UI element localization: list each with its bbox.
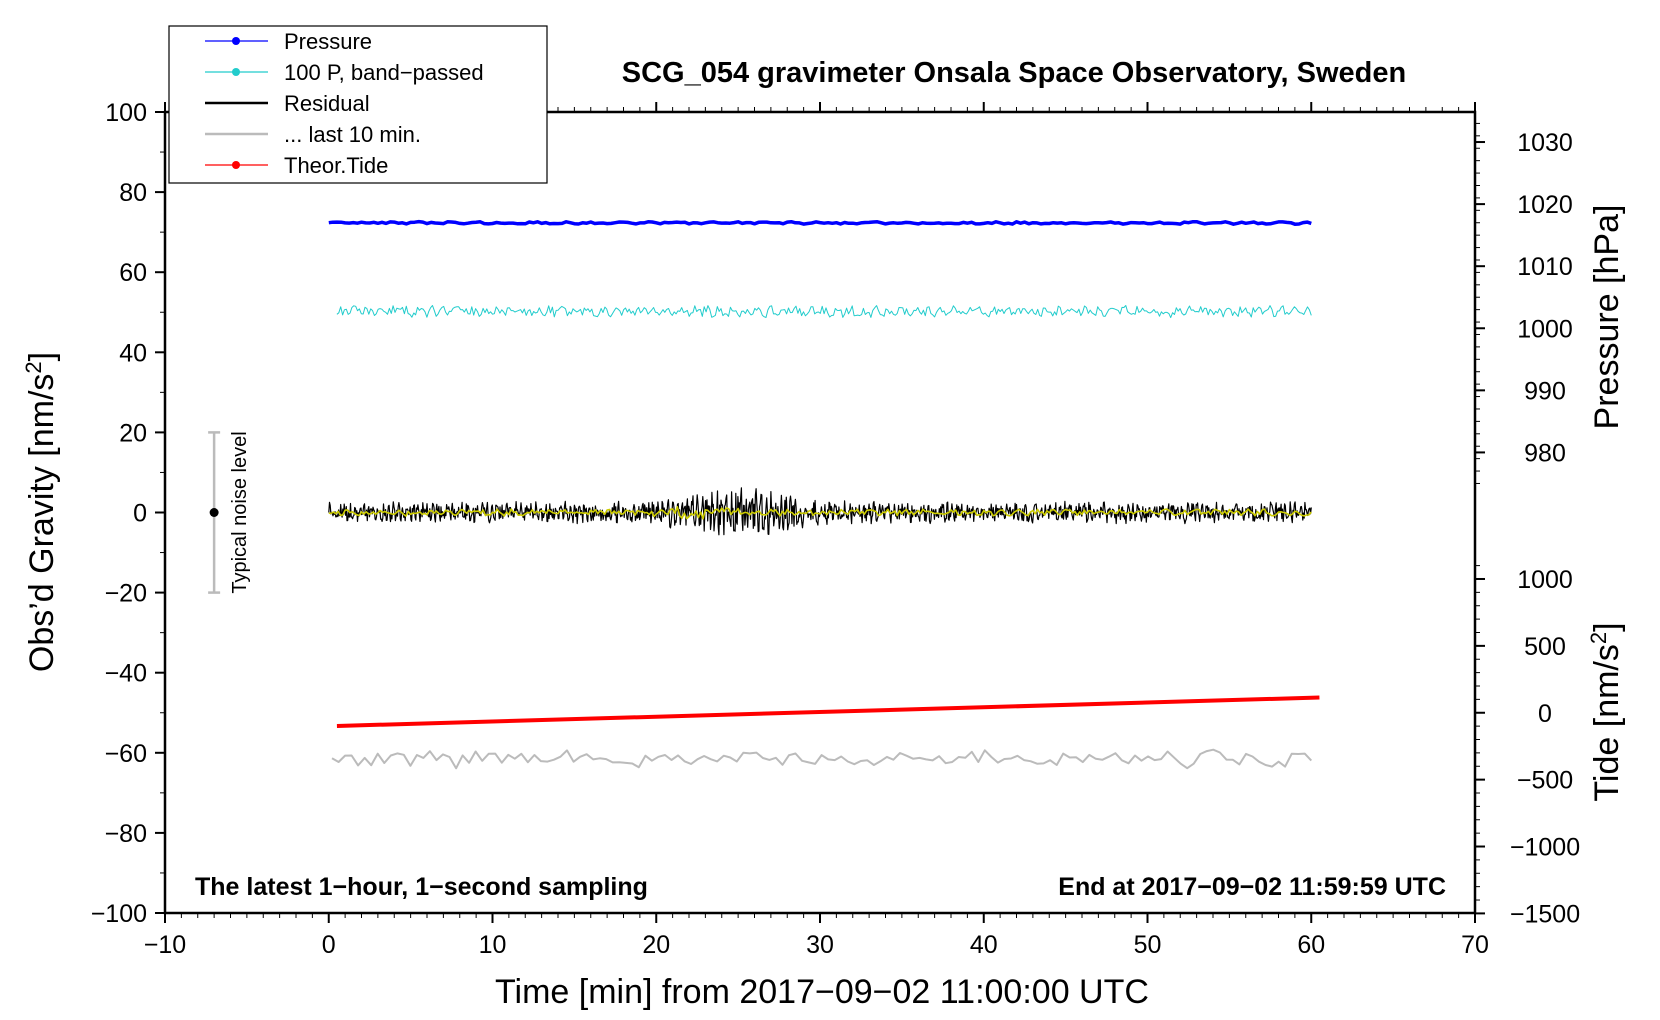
last-10min-series — [331, 748, 1313, 770]
tide-axis-title-close: ] — [1588, 622, 1626, 631]
legend-swatch-marker — [232, 37, 240, 45]
pressure-series — [328, 219, 1312, 226]
x-tick-label: 60 — [1297, 931, 1325, 959]
x-axis-title: Time [min] from 2017−09−02 11:00:00 UTC — [495, 973, 1149, 1011]
end-time-note: End at 2017−09−02 11:59:59 UTC — [1058, 873, 1446, 901]
tide-tick-label: 0 — [1538, 700, 1552, 728]
tide-axis-title: Tide [nm/s2] — [1586, 622, 1626, 801]
legend-box — [168, 25, 548, 184]
x-tick-label: 70 — [1461, 931, 1489, 959]
pressure-tick-label: 990 — [1524, 377, 1566, 405]
pressure-tick-label: 1020 — [1517, 191, 1573, 219]
tide-tick-label: 1000 — [1517, 566, 1573, 594]
y-axis-title-main: Obs’d Gravity [nm/s — [23, 374, 61, 673]
x-tick-label: 30 — [806, 931, 834, 959]
y-tick-label: −20 — [105, 580, 147, 608]
tick-marks: −10 0 10 20 30 40 50 60 70−100−80−60−40−20020406… — [91, 99, 1580, 959]
chart-title: SCG_054 gravimeter Onsala Space Observat… — [622, 57, 1406, 89]
y-tick-label: −60 — [105, 740, 147, 768]
noise-bar-dot — [209, 508, 219, 517]
theor-tide-series — [336, 695, 1320, 728]
bandpass-series — [336, 305, 1312, 319]
legend-label: Residual — [284, 91, 370, 116]
tide-tick-label: −500 — [1517, 767, 1573, 795]
pressure-tick-label: 980 — [1524, 439, 1566, 467]
x-tick-label: 20 — [642, 931, 670, 959]
y-tick-label: −80 — [105, 820, 147, 848]
y-tick-label: 0 — [133, 500, 147, 528]
x-tick-label: 50 — [1134, 931, 1162, 959]
legend-label: ... last 10 min. — [284, 122, 421, 147]
tide-axis-title-sup: 2 — [1586, 632, 1611, 644]
residual-smoothed-series — [328, 505, 1312, 520]
pressure-tick-label: 1030 — [1517, 129, 1573, 157]
pressure-tick-label: 1000 — [1517, 315, 1573, 343]
y-tick-label: 80 — [119, 179, 147, 207]
pressure-axis-title: Pressure [hPa] — [1588, 205, 1626, 430]
y-tick-label: 100 — [105, 99, 147, 127]
y-tick-label: −40 — [105, 660, 147, 688]
legend-label: Pressure — [284, 29, 372, 54]
noise-bar-label: Typical noise level — [229, 431, 251, 593]
legend: Pressure 100 P, band−passed Residual ... la… — [168, 25, 548, 184]
y-tick-label: 60 — [119, 259, 147, 287]
legend-label: Theor.Tide — [284, 153, 388, 178]
tide-tick-label: −1000 — [1510, 834, 1580, 862]
y-tick-label: 40 — [119, 339, 147, 367]
y-axis-title-sup: 2 — [21, 361, 46, 373]
legend-swatch-marker — [232, 161, 240, 169]
tide-tick-label: 500 — [1524, 633, 1566, 661]
series-layer — [328, 219, 1320, 770]
legend-swatch-marker — [232, 68, 240, 76]
x-tick-label: 0 — [322, 931, 336, 959]
tide-axis-title-main: Tide [nm/s — [1588, 644, 1626, 801]
noise-level-bar: Typical noise level — [208, 431, 251, 594]
x-tick-label: −10 — [144, 931, 186, 959]
y-tick-label: 20 — [119, 419, 147, 447]
y-axis-title-close: ] — [23, 352, 61, 361]
y-tick-label: −100 — [91, 900, 147, 928]
y-axis-title: Obs’d Gravity [nm/s2] — [21, 352, 61, 672]
x-tick-label: 10 — [479, 931, 507, 959]
legend-label: 100 P, band−passed — [284, 60, 484, 85]
sampling-note: The latest 1−hour, 1−second sampling — [195, 873, 648, 901]
x-tick-label: 40 — [970, 931, 998, 959]
tide-tick-label: −1500 — [1510, 900, 1580, 928]
pressure-tick-label: 1010 — [1517, 253, 1573, 281]
